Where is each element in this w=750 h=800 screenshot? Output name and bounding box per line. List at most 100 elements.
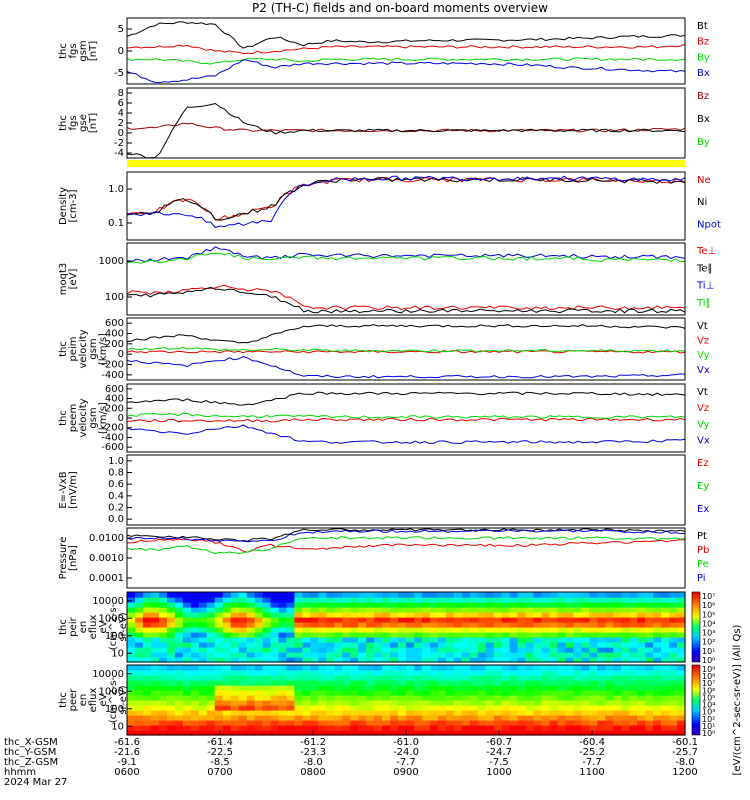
heat-cell (254, 685, 264, 691)
heat-cell (653, 720, 662, 726)
heat-cell (621, 690, 630, 696)
heat-cell (182, 720, 192, 726)
heat-cell (429, 665, 439, 671)
heat-cell (390, 592, 399, 598)
heat-cell (222, 617, 232, 623)
heat-cell (525, 612, 535, 618)
heat-cell (127, 607, 136, 613)
heat-cell (318, 700, 327, 706)
heat-cell (421, 647, 431, 653)
heat-cell (661, 665, 670, 671)
x-row-label: thc_X-GSM (4, 737, 58, 748)
heat-cell (549, 680, 559, 686)
heat-cell (222, 637, 232, 643)
heat-cell (549, 730, 559, 736)
heat-cell (677, 607, 686, 613)
colorbar-tick-label: 10⁹ (702, 665, 715, 674)
heat-cell (302, 627, 311, 633)
heat-cell (342, 730, 351, 736)
heat-cell (254, 700, 264, 706)
heat-cell (557, 607, 567, 613)
heat-cell (637, 597, 646, 603)
heat-cell (501, 695, 511, 701)
series-line-Vx (126, 356, 686, 379)
heat-cell (645, 647, 654, 653)
heat-cell (414, 647, 423, 653)
heat-cell (677, 602, 686, 608)
y-tick-label: 0 (118, 46, 124, 57)
heat-cell (127, 627, 136, 633)
heat-cell (677, 670, 686, 676)
legend-Te⊥: Te⊥ (696, 246, 716, 257)
heat-cell (326, 642, 335, 648)
heat-cell (493, 627, 503, 633)
heat-cell (421, 637, 431, 643)
heat-cell (206, 695, 216, 701)
heat-cell (485, 720, 495, 726)
heat-cell (629, 642, 638, 648)
heat-cell (358, 637, 367, 643)
heat-cell (645, 632, 654, 638)
heat-cell (525, 665, 535, 671)
heat-cell (613, 592, 622, 598)
heat-cell (222, 597, 232, 603)
heat-cell (158, 657, 168, 663)
heat-cell (629, 592, 638, 598)
heat-cell (182, 730, 192, 736)
heat-cell (238, 695, 248, 701)
heat-cell (485, 685, 495, 691)
legend-Ne: Ne (697, 175, 711, 186)
heat-cell (549, 637, 559, 643)
heat-cell (573, 695, 582, 701)
heat-cell (294, 730, 303, 736)
heat-cell (254, 665, 264, 671)
heat-cell (597, 705, 606, 711)
heat-cell (326, 720, 335, 726)
heat-cell (142, 647, 152, 653)
heat-cell (326, 622, 335, 628)
heat-cell (342, 705, 351, 711)
heat-cell (326, 725, 335, 731)
y-axis-label: Pressure (58, 537, 69, 580)
heat-cell (310, 715, 319, 721)
heat-cell (477, 720, 487, 726)
heat-cell (645, 622, 654, 628)
heat-cell (198, 632, 208, 638)
heat-cell (669, 632, 678, 638)
heat-cell (557, 720, 567, 726)
heat-cell (461, 705, 471, 711)
heat-cell (182, 627, 192, 633)
heat-cell (142, 622, 152, 628)
colorbar-tick-label: 10² (702, 715, 715, 724)
heat-cell (150, 627, 160, 633)
heat-cell (429, 627, 439, 633)
y-axis-label: eflux (88, 688, 99, 713)
legend-Ni: Ni (697, 197, 707, 208)
legend-Vz: Vz (697, 403, 709, 414)
heat-cell (374, 720, 383, 726)
heat-cell (270, 647, 280, 653)
heat-cell (414, 700, 423, 706)
heat-cell (390, 700, 399, 706)
heat-cell (661, 597, 670, 603)
heat-cell (661, 637, 670, 643)
heat-cell (262, 637, 272, 643)
y-axis-label: moqt3 (58, 263, 69, 296)
heat-cell (557, 675, 567, 681)
heat-cell (461, 680, 471, 686)
heat-cell (294, 675, 303, 681)
heat-cell (358, 652, 367, 658)
heat-cell (565, 705, 574, 711)
heat-cell (230, 632, 240, 638)
y-tick-label: 0.4 (108, 491, 124, 502)
heat-cell (621, 720, 630, 726)
heat-cell (533, 612, 543, 618)
heat-cell (182, 602, 192, 608)
heat-cell (135, 665, 144, 671)
heat-cell (565, 602, 574, 608)
heat-cell (246, 665, 256, 671)
x-tick-label: -7.7 (396, 757, 416, 768)
heat-cell (230, 607, 240, 613)
heat-cell (453, 652, 463, 658)
heat-cell (421, 670, 431, 676)
